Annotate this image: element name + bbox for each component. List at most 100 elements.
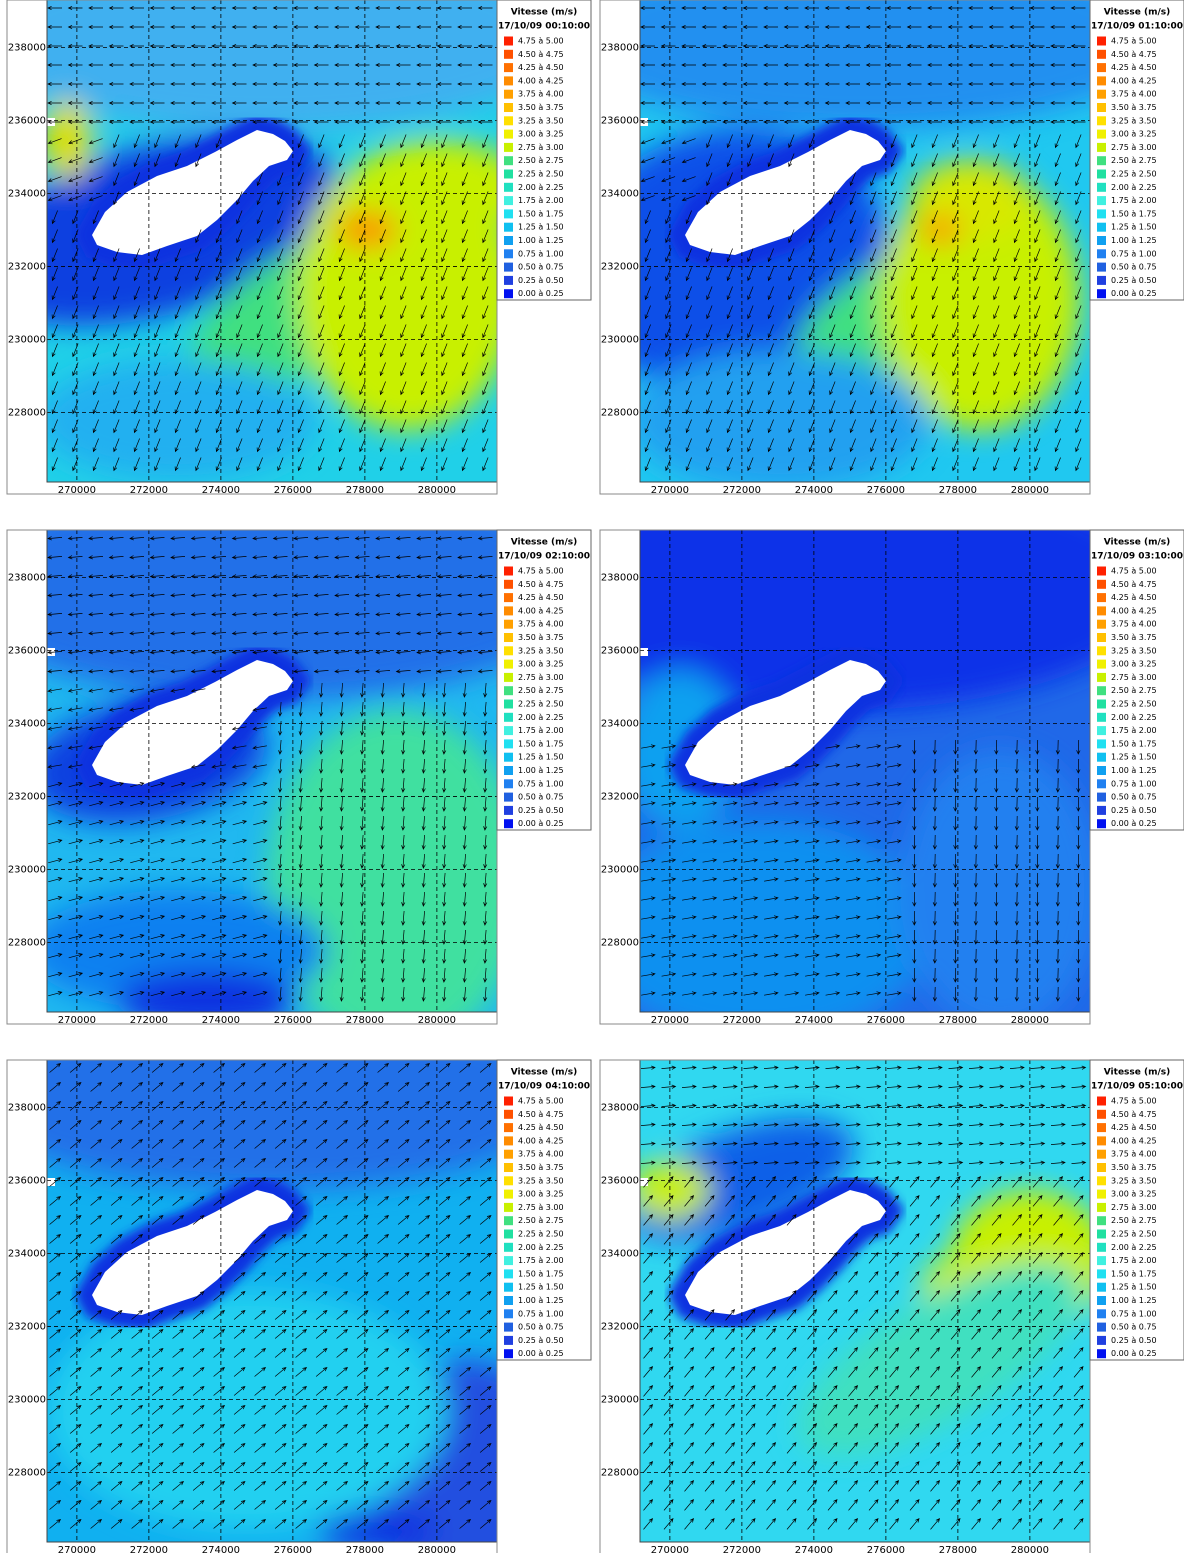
legend-swatch (504, 1163, 513, 1172)
legend-swatch (504, 805, 513, 815)
y-tick-label: 230000 (601, 1395, 639, 1406)
speed-zone (640, 350, 930, 482)
legend-swatch (1097, 1229, 1106, 1239)
legend-swatch (1097, 659, 1106, 669)
legend-swatch (504, 779, 513, 789)
legend-label: 4.50 à 4.75 (518, 50, 564, 59)
legend-swatch (504, 1269, 513, 1279)
legend-title: Vitesse (m/s) (511, 8, 578, 18)
x-tick-label: 280000 (1011, 485, 1049, 496)
legend-swatch (1097, 619, 1106, 629)
legend-label: 3.25 à 3.50 (518, 646, 564, 655)
legend-swatch (1097, 1189, 1106, 1199)
legend-label: 1.25 à 1.50 (518, 1283, 564, 1292)
legend-label: 3.00 à 3.25 (518, 130, 564, 139)
legend-label: 0.75 à 1.00 (1111, 249, 1157, 258)
legend-swatch (1097, 1109, 1106, 1119)
legend-label: 1.50 à 1.75 (1111, 739, 1157, 748)
plot-content (640, 1060, 1090, 1542)
current-arrows (49, 1062, 492, 1529)
x-tick-label: 270000 (651, 1015, 689, 1026)
y-tick-label: 232000 (601, 792, 639, 803)
legend-label: 1.50 à 1.75 (1111, 209, 1157, 218)
legend-label: 0.50 à 0.75 (1111, 793, 1157, 802)
speed-zone (317, 1510, 437, 1542)
plot-area: 270000 272000 274000 276000 278000 280000 2280… (601, 1059, 1091, 1556)
legend-label: 4.00 à 4.25 (518, 606, 564, 615)
legend-swatch (504, 726, 513, 736)
legend-swatch (1097, 699, 1106, 709)
map-panel: 270000 272000 274000 276000 278000 280000 2280… (599, 529, 1184, 1026)
y-tick-label: 232000 (8, 792, 46, 803)
legend-label: 3.00 à 3.25 (518, 660, 564, 669)
speed-zone (117, 970, 297, 1012)
legend: Vitesse (m/s) 17/10/09 01:10:00 4.75 à 5.0… (1089, 0, 1184, 301)
speed-zone (47, 530, 497, 700)
legend-label: 4.50 à 4.75 (1111, 50, 1157, 59)
y-tick-label: 230000 (8, 865, 46, 876)
legend-swatch (1097, 606, 1106, 616)
x-tick-label: 270000 (651, 485, 689, 496)
legend-swatch (504, 633, 513, 642)
legend-swatch (1097, 76, 1106, 86)
legend-swatch (504, 606, 513, 616)
legend-label: 4.00 à 4.25 (1111, 606, 1157, 615)
x-tick-label: 272000 (723, 1545, 761, 1553)
island (685, 660, 886, 785)
legend-swatch (504, 752, 513, 762)
legend-label: 2.25 à 2.50 (1111, 700, 1157, 709)
plot-content (47, 1060, 497, 1542)
speed-zone (47, 1060, 497, 1190)
legend-swatch (504, 1282, 513, 1292)
legend-label: 3.00 à 3.25 (1111, 660, 1157, 669)
legend-title: Vitesse (m/s) (1104, 538, 1171, 548)
legend-label: 3.50 à 3.75 (1111, 103, 1157, 112)
x-tick-label: 270000 (58, 485, 96, 496)
legend-label: 4.25 à 4.50 (518, 593, 564, 602)
x-tick-label: 270000 (58, 1015, 96, 1026)
legend-swatch (504, 712, 513, 722)
x-tick-label: 274000 (202, 1015, 240, 1026)
legend-label: 3.75 à 4.00 (1111, 620, 1157, 629)
islet (640, 648, 648, 656)
map-panel: 270000 272000 274000 276000 278000 280000 2280… (6, 1059, 592, 1556)
speed-zone (798, 1264, 1082, 1456)
plot-area: 270000 272000 274000 276000 278000 280000 2280… (601, 0, 1091, 496)
legend-label: 1.75 à 2.00 (518, 1256, 564, 1265)
legend-label: 1.00 à 1.25 (518, 236, 564, 245)
legend-time: 17/10/09 01:10:00 (1091, 22, 1183, 32)
legend-swatch (504, 1109, 513, 1119)
legend-label: 0.25 à 0.50 (518, 276, 564, 285)
legend-swatch (1097, 726, 1106, 736)
legend-label: 0.50 à 0.75 (518, 793, 564, 802)
legend-label: 1.00 à 1.25 (1111, 1296, 1157, 1305)
legend-swatch (504, 76, 513, 86)
current-arrows (641, 739, 1081, 1002)
legend-swatch (1097, 633, 1106, 642)
speed-zone (640, 530, 1090, 710)
legend-swatch (1097, 1349, 1106, 1359)
legend-label: 3.75 à 4.00 (518, 620, 564, 629)
x-tick-label: 272000 (130, 1015, 168, 1026)
y-tick-label: 236000 (8, 1176, 46, 1187)
legend-label: 0.50 à 0.75 (1111, 1323, 1157, 1332)
x-tick-label: 276000 (867, 485, 905, 496)
legend-swatch (504, 289, 513, 299)
legend-label: 0.25 à 0.50 (518, 1336, 564, 1345)
legend-swatch (1097, 672, 1106, 682)
speed-zone (47, 1290, 447, 1530)
legend-label: 3.25 à 3.50 (1111, 1176, 1157, 1185)
legend-label: 4.25 à 4.50 (518, 1123, 564, 1132)
legend-label: 1.75 à 2.00 (518, 196, 564, 205)
speed-field (640, 1117, 1090, 1456)
legend-label: 3.00 à 3.25 (518, 1190, 564, 1199)
legend-label: 1.75 à 2.00 (1111, 196, 1157, 205)
legend-swatch (1097, 1309, 1106, 1319)
legend-swatch (504, 1229, 513, 1239)
legend-label: 0.25 à 0.50 (1111, 1336, 1157, 1345)
legend-label: 4.75 à 5.00 (518, 567, 564, 576)
legend-label: 1.75 à 2.00 (1111, 1256, 1157, 1265)
x-tick-label: 276000 (867, 1015, 905, 1026)
speed-zone (267, 710, 497, 1012)
